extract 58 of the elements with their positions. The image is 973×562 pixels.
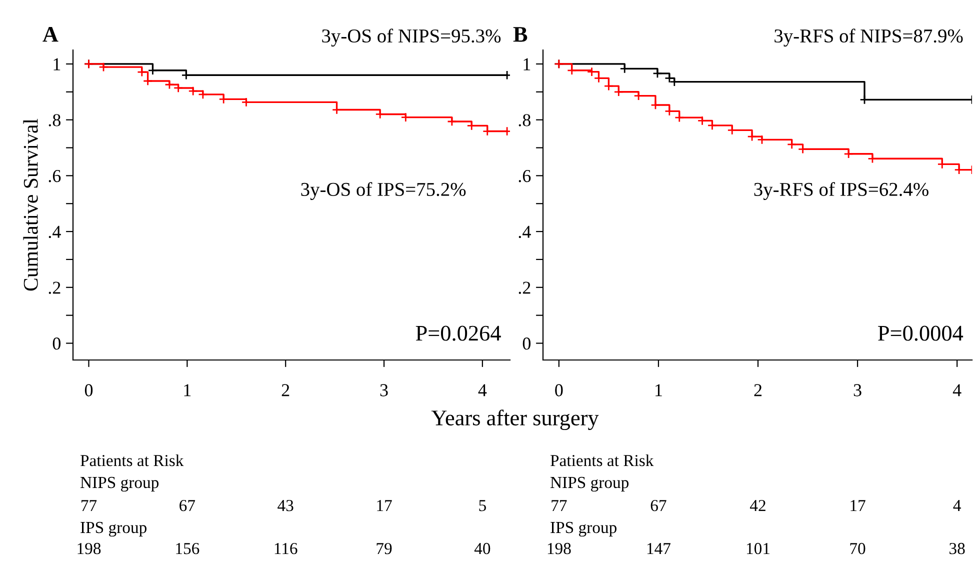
text: 38 — [950, 542, 965, 554]
y-tick-label: .4 — [518, 226, 531, 238]
text: 17 — [377, 500, 392, 512]
y-tick-label: .8 — [518, 114, 531, 126]
y-tick-label: .6 — [48, 170, 61, 182]
text: 3y-RFS of NIPS=87.9% — [774, 28, 963, 47]
text: NIPS group — [80, 476, 159, 492]
text: 101 — [746, 542, 770, 554]
y-tick-label: 0 — [52, 338, 61, 350]
text: 3y-OS of NIPS=95.3% — [322, 28, 501, 47]
annotation: 3y-RFS of IPS=62.4% — [754, 182, 928, 200]
text: 40 — [474, 542, 490, 554]
text: 198 — [78, 542, 101, 554]
x-tick-label: 1 — [184, 384, 191, 396]
text: 77 — [552, 500, 567, 512]
text: 4 — [953, 500, 961, 512]
annotation: 3y-OS of IPS=75.2% — [301, 182, 466, 200]
text: 17 — [850, 500, 866, 512]
text: 116 — [274, 542, 298, 554]
text: 42 — [750, 500, 766, 512]
x-tick-label: 4 — [478, 384, 487, 396]
x-tick-label: 2 — [282, 384, 290, 396]
text: Patients at Risk — [80, 454, 184, 466]
text: IPS group — [550, 522, 616, 537]
x-axis-title: Years after surgery — [431, 410, 599, 430]
x-tick-label: 0 — [84, 384, 93, 396]
chart-title: A — [42, 26, 58, 42]
y-tick-label: 0 — [522, 338, 531, 350]
y-tick-label: 1 — [54, 58, 60, 70]
x-tick-label: 3 — [380, 384, 388, 396]
text: 147 — [647, 543, 670, 554]
x-tick-label: 0 — [555, 384, 563, 396]
annotation: P=0.0264 — [416, 326, 501, 341]
text: 198 — [548, 542, 571, 554]
text: 156 — [176, 542, 200, 554]
x-tick-label: 1 — [656, 384, 662, 396]
y-tick-label: .8 — [48, 114, 61, 126]
text: 77 — [82, 500, 97, 512]
text: 43 — [278, 500, 294, 512]
text: 67 — [650, 500, 666, 512]
y-tick-label: .2 — [48, 282, 60, 294]
text: NIPS group — [550, 476, 629, 492]
x-tick-label: 2 — [754, 384, 762, 396]
y-tick-label: .2 — [518, 282, 530, 294]
text: 5 — [479, 500, 486, 512]
x-tick-label: 3 — [854, 384, 862, 396]
chart-title: B — [513, 27, 528, 42]
y-axis-title: Cumulative Survival — [23, 118, 38, 291]
text: 70 — [850, 542, 866, 554]
y-tick-label: 1 — [524, 58, 530, 70]
annotation: P=0.0004 — [878, 326, 964, 341]
x-tick-label: 4 — [952, 384, 962, 396]
y-tick-label: .6 — [518, 170, 531, 182]
text: Patients at Risk — [550, 454, 654, 466]
text: 79 — [376, 542, 392, 554]
y-tick-label: .4 — [48, 226, 61, 238]
text: IPS group — [80, 522, 146, 537]
text: 67 — [180, 500, 196, 512]
